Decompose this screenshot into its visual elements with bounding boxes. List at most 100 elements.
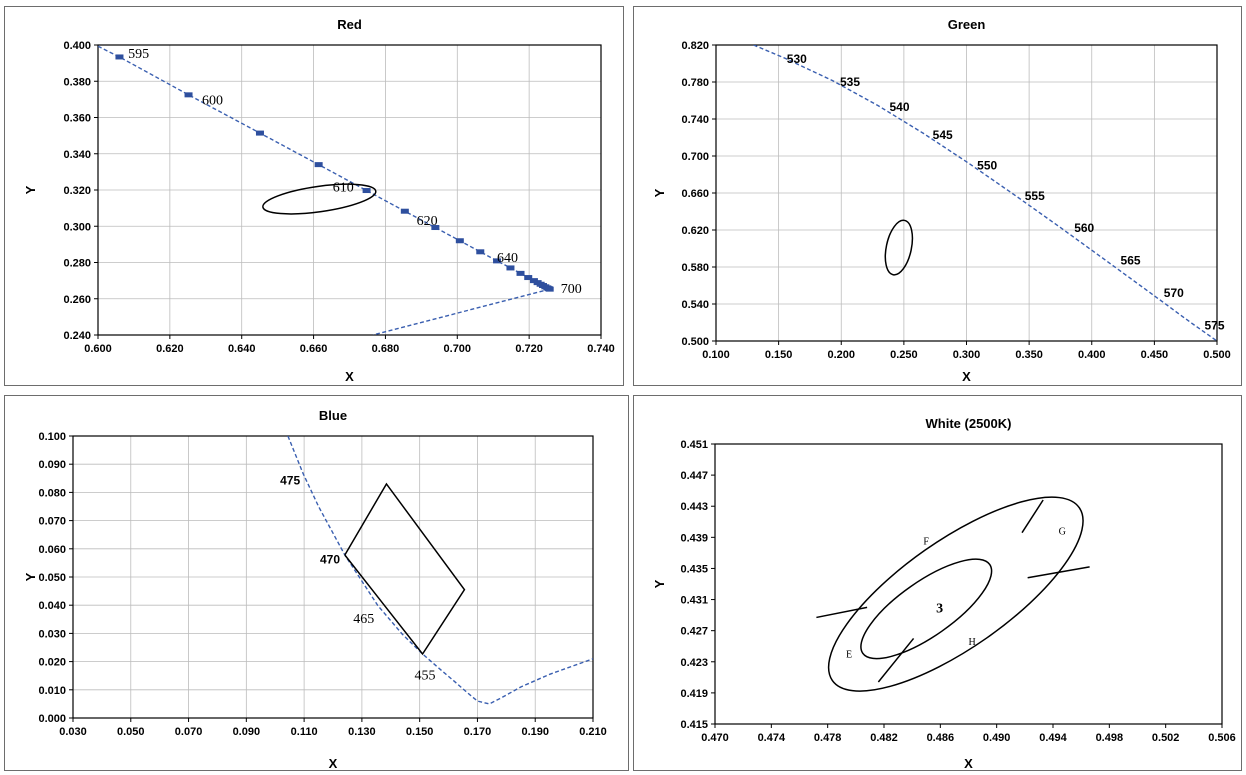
locus-marker — [545, 286, 554, 292]
x-tick-label: 0.070 — [175, 726, 203, 738]
inner-ellipse — [860, 558, 993, 660]
wavelength-label: 465 — [353, 612, 374, 627]
x-tick-label: 0.400 — [1078, 349, 1106, 361]
chart-title: White (2500K) — [926, 416, 1012, 431]
y-tick-label: 0.419 — [680, 688, 708, 700]
locus-marker — [314, 162, 323, 168]
x-tick-label: 0.620 — [156, 343, 184, 355]
spectral-locus-line — [98, 45, 551, 290]
ellipse-divider — [1027, 566, 1090, 579]
locus-marker — [516, 270, 525, 276]
y-tick-label: 0.280 — [63, 258, 91, 270]
y-tick-label: 0.320 — [63, 185, 91, 197]
ellipse-divider — [1021, 499, 1044, 534]
red-chart: 0.600 0.620 0.640 0.660 0.680 0.700 0.720 0.740… — [23, 17, 615, 384]
green-chart: 0.100 0.150 0.200 0.250 0.300 0.350 0.400 0.450… — [652, 17, 1231, 384]
x-axis-label: X — [345, 369, 354, 384]
locus-marker — [431, 225, 440, 231]
x-tick-label: 0.470 — [701, 732, 729, 744]
y-tick-label: 0.447 — [680, 470, 708, 482]
locus-marker — [524, 275, 533, 281]
x-tick-label: 0.660 — [300, 343, 328, 355]
locus-marker — [255, 130, 264, 136]
y-tick-label: 0.451 — [680, 439, 708, 451]
y-tick-label: 0.020 — [38, 657, 66, 669]
x-tick-label: 0.494 — [1039, 732, 1067, 744]
x-tick-label: 0.450 — [1141, 349, 1169, 361]
wavelength-label: 620 — [417, 214, 438, 229]
white-chart: 0.470 0.474 0.478 0.482 0.486 0.490 0.494 0.498… — [652, 416, 1236, 771]
wavelength-label: 550 — [977, 158, 997, 172]
x-axis-label: X — [962, 369, 971, 384]
locus-marker — [476, 249, 485, 255]
x-tick-label: 0.680 — [372, 343, 400, 355]
plot-frame — [97, 44, 602, 336]
wavelength-label: E — [846, 649, 852, 660]
wavelength-label: 470 — [320, 553, 340, 567]
y-tick-label: 0.040 — [38, 600, 66, 612]
wavelength-label: 475 — [280, 474, 300, 488]
wavelength-label: H — [969, 637, 976, 648]
y-tick-label: 0.431 — [680, 595, 708, 607]
x-tick-label: 0.474 — [758, 732, 786, 744]
y-tick-label: 0.660 — [681, 188, 709, 200]
wavelength-label: 600 — [202, 93, 223, 108]
y-tick-label: 0.260 — [63, 294, 91, 306]
y-tick-label: 0.780 — [681, 77, 709, 89]
y-tick-label: 0.439 — [680, 532, 708, 544]
y-tick-label: 0.100 — [38, 431, 66, 443]
y-tick-label: 0.340 — [63, 149, 91, 161]
x-tick-label: 0.300 — [953, 349, 981, 361]
x-tick-label: 0.170 — [464, 726, 492, 738]
y-tick-label: 0.580 — [681, 262, 709, 274]
x-axis-label: X — [964, 756, 973, 771]
x-tick-label: 0.600 — [84, 343, 112, 355]
x-tick-label: 0.150 — [765, 349, 793, 361]
x-tick-label: 0.498 — [1096, 732, 1124, 744]
chart-title: Blue — [319, 408, 347, 423]
plot-area — [98, 45, 554, 335]
x-tick-label: 0.150 — [406, 726, 434, 738]
plot-area — [816, 496, 1090, 692]
y-tick-label: 0.620 — [681, 225, 709, 237]
tolerance-quadrilateral — [344, 482, 466, 656]
wavelength-label: 545 — [933, 128, 953, 142]
x-tick-label: 0.210 — [579, 726, 607, 738]
red-chart-panel: 0.600 0.620 0.640 0.660 0.680 0.700 0.720 0.740… — [4, 6, 624, 386]
x-tick-label: 0.100 — [702, 349, 730, 361]
y-axis-label: Y — [23, 185, 38, 194]
y-tick-label: 0.435 — [680, 563, 708, 575]
x-tick-label: 0.050 — [117, 726, 145, 738]
x-tick-label: 0.478 — [814, 732, 842, 744]
y-tick-label: 0.050 — [38, 572, 66, 584]
plot-frame — [714, 443, 1223, 725]
locus-marker — [493, 258, 502, 264]
x-tick-label: 0.090 — [233, 726, 261, 738]
x-tick-label: 0.740 — [587, 343, 615, 355]
wavelength-label: 3 — [936, 601, 943, 616]
x-tick-label: 0.482 — [870, 732, 898, 744]
y-tick-label: 0.700 — [681, 151, 709, 163]
y-axis-label: Y — [652, 188, 667, 197]
y-tick-label: 0.070 — [38, 516, 66, 528]
wavelength-label: F — [923, 537, 929, 548]
y-tick-label: 0.427 — [680, 626, 708, 638]
y-tick-label: 0.500 — [681, 336, 709, 348]
x-tick-label: 0.486 — [927, 732, 955, 744]
y-tick-label: 0.080 — [38, 487, 66, 499]
y-tick-label: 0.740 — [681, 114, 709, 126]
x-axis-label: X — [329, 756, 338, 771]
wavelength-label: 565 — [1121, 254, 1141, 268]
ellipse-divider — [877, 637, 915, 683]
chart-title: Green — [948, 17, 986, 32]
y-tick-label: 0.400 — [63, 40, 91, 52]
x-tick-label: 0.190 — [521, 726, 549, 738]
y-axis-label: Y — [23, 572, 38, 581]
wavelength-label: 575 — [1204, 318, 1224, 332]
wavelength-label: 535 — [840, 75, 860, 89]
green-chart-panel: 0.100 0.150 0.200 0.250 0.300 0.350 0.400 0.450… — [633, 6, 1242, 386]
plot-area — [753, 45, 1217, 341]
wavelength-label: 560 — [1074, 221, 1094, 235]
x-tick-label: 0.250 — [890, 349, 918, 361]
y-tick-label: 0.820 — [681, 40, 709, 52]
